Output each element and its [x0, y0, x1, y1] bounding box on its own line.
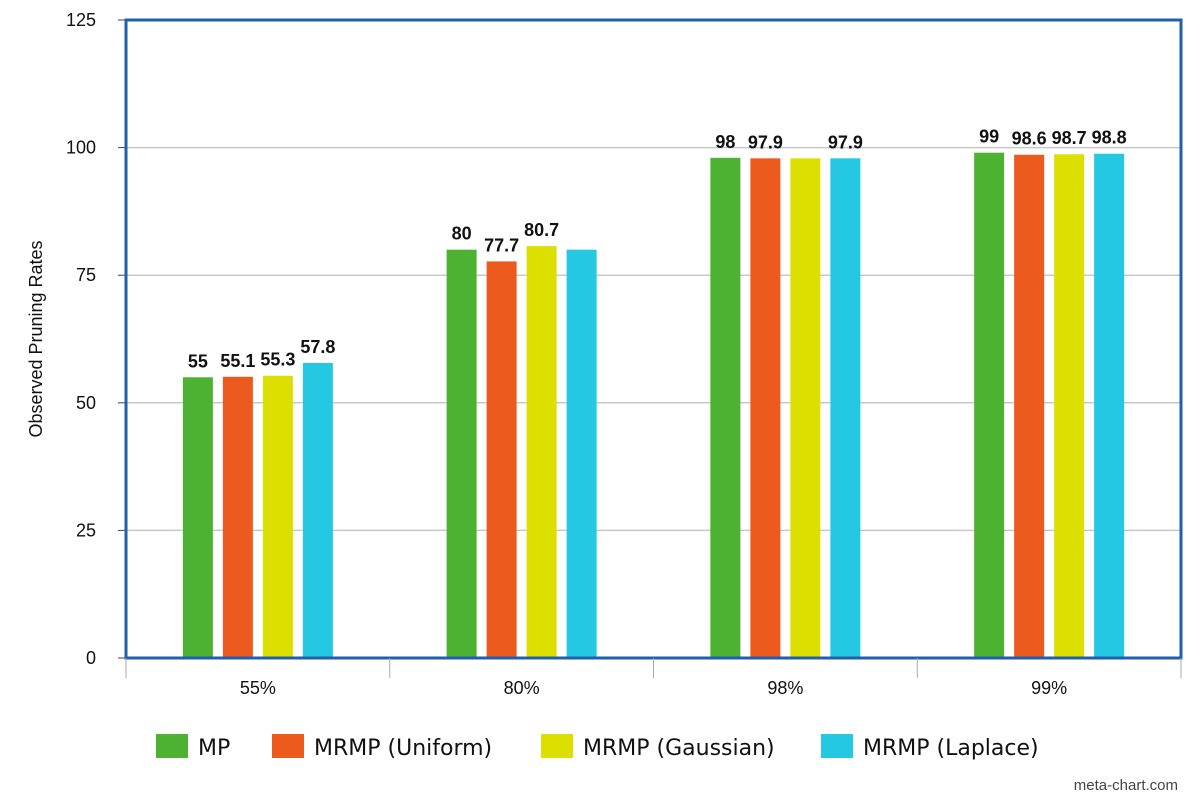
legend-label: MRMP (Gaussian) — [583, 736, 775, 761]
legend-swatch — [821, 734, 853, 758]
x-axis: 55% 80% 98% 99% — [125, 658, 1182, 698]
x-tick-label: 98% — [767, 678, 803, 698]
data-label: 80 — [452, 224, 472, 244]
data-label: 55.3 — [260, 350, 295, 370]
x-tick-label: 55% — [240, 678, 276, 698]
bar — [750, 158, 781, 658]
data-label: 55.1 — [220, 351, 255, 371]
grid-lines — [126, 146, 1181, 532]
data-label: 98.6 — [1012, 129, 1047, 149]
bar — [526, 246, 557, 659]
bar — [446, 249, 477, 658]
bar — [790, 158, 821, 658]
bar — [566, 249, 597, 658]
data-label: 97.9 — [828, 132, 863, 152]
data-labels: 55 55.1 55.357.8 80 77.780.7 98 97.9 97.9 99 98.6… — [188, 127, 1127, 372]
bar — [1054, 154, 1085, 658]
bar — [262, 375, 293, 658]
data-label: 57.8 — [300, 337, 335, 357]
legend-label: MP — [198, 736, 230, 761]
x-tick-label: 80% — [504, 678, 540, 698]
y-tick-label: 50 — [76, 393, 96, 413]
legend-swatch — [156, 734, 188, 758]
data-label: 55 — [188, 351, 208, 371]
bar — [182, 377, 213, 658]
legend-swatch — [272, 734, 304, 758]
bar — [974, 152, 1005, 659]
legend-label: MRMP (Uniform) — [314, 736, 492, 761]
data-label: 98.8 — [1092, 128, 1127, 148]
bar — [222, 376, 253, 658]
data-label: 98.7 — [1052, 128, 1087, 148]
bar — [486, 261, 517, 658]
data-label: 77.7 — [484, 235, 519, 255]
y-tick-label: 0 — [86, 648, 96, 668]
legend: MP MRMP (Uniform) MRMP (Gaussian) MRMP (Lap… — [156, 734, 1039, 761]
bar — [830, 158, 861, 658]
x-tick-label: 99% — [1031, 678, 1067, 698]
y-tick-label: 75 — [76, 265, 96, 285]
y-axis: 0 25 50 75 100 125 — [66, 10, 126, 668]
data-label: 98 — [715, 132, 735, 152]
legend-label: MRMP (Laplace) — [863, 736, 1039, 761]
y-tick-label: 100 — [66, 138, 96, 158]
legend-swatch — [541, 734, 573, 758]
bar — [302, 362, 333, 658]
y-tick-label: 25 — [76, 520, 96, 540]
watermark: meta-chart.com — [1074, 777, 1178, 794]
bar — [1094, 153, 1125, 658]
data-label: 97.9 — [748, 132, 783, 152]
data-label: 80.7 — [524, 220, 559, 240]
bar — [710, 157, 741, 659]
bar — [1014, 154, 1045, 658]
data-label: 99 — [979, 127, 999, 147]
y-axis-title: Observed Pruning Rates — [26, 240, 46, 437]
bars — [182, 152, 1125, 659]
y-tick-label: 125 — [66, 10, 96, 30]
